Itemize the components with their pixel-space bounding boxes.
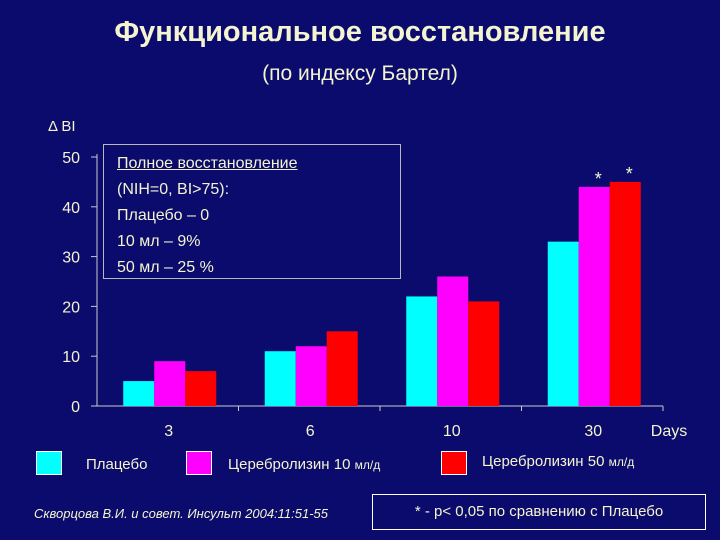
legend-swatch-cerebrolysin-10 — [186, 451, 212, 475]
legend-swatch-cerebrolysin-50 — [441, 451, 467, 475]
y-tick-label: 10 — [62, 349, 80, 366]
bar — [547, 241, 579, 406]
note-criteria: (NIH=0, BI>75): — [117, 181, 230, 198]
y-tick-label: 50 — [62, 150, 80, 167]
legend-label-cerebrolysin-10-main: Церебролизин 10 — [228, 456, 351, 473]
legend-label-cerebrolysin-50-unit: мл/д — [608, 455, 635, 469]
legend-swatch-placebo — [36, 451, 62, 475]
significance-note: * - p< 0,05 по сравнению с Плацебо — [372, 494, 706, 530]
bar — [185, 371, 217, 406]
x-tick-label: 10 — [443, 423, 461, 440]
y-tick-label: 20 — [62, 299, 80, 316]
slide-title: Функциональное восстановление — [114, 16, 606, 48]
legend-label-cerebrolysin-10-unit: мл/д — [354, 458, 381, 472]
bar — [406, 296, 438, 406]
legend-label-placebo: Плацебо — [86, 456, 148, 473]
full-recovery-note: Полное восстановление (NIH=0, BI>75): Пл… — [103, 144, 401, 279]
y-axis-label: Δ BI — [48, 118, 76, 135]
bar — [264, 351, 296, 406]
legend-label-cerebrolysin-50: Церебролизин 50 мл/д — [482, 453, 634, 470]
bar — [609, 181, 641, 406]
slide-subtitle: (по индексу Бартел) — [262, 62, 458, 85]
bar — [154, 361, 186, 406]
x-axis-label: Days — [651, 423, 687, 440]
y-tick-label: 0 — [71, 399, 80, 416]
note-10ml: 10 мл – 9% — [117, 233, 201, 250]
bar — [437, 276, 469, 406]
significance-asterisk: * — [595, 169, 602, 189]
legend-label-cerebrolysin-10: Церебролизин 10 мл/д — [228, 456, 380, 473]
y-tick-label: 30 — [62, 250, 80, 267]
bar — [295, 346, 327, 406]
note-placebo: Плацебо – 0 — [117, 207, 210, 224]
citation: Скворцова В.И. и совет. Инсульт 2004:11:… — [34, 506, 329, 521]
y-tick-label: 40 — [62, 200, 80, 217]
bar — [326, 331, 358, 406]
x-tick-label: 6 — [306, 423, 315, 440]
legend-label-cerebrolysin-50-main: Церебролизин 50 — [482, 453, 605, 470]
note-50ml: 50 мл – 25 % — [117, 259, 214, 276]
bar — [468, 301, 500, 406]
note-heading: Полное восстановление — [117, 155, 298, 172]
x-tick-label: 30 — [584, 423, 602, 440]
bar — [123, 381, 155, 406]
x-tick-label: 3 — [164, 423, 173, 440]
bar — [578, 186, 610, 406]
significance-asterisk: * — [626, 164, 633, 184]
